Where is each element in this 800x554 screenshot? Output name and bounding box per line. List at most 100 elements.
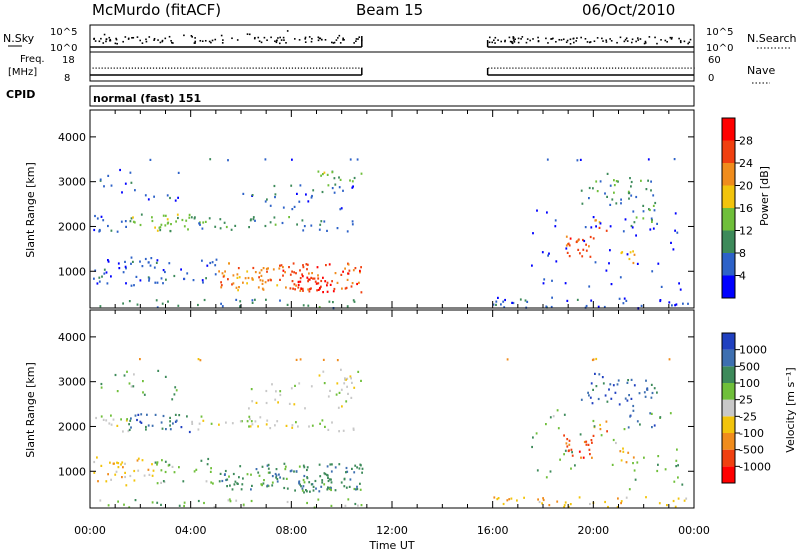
nsky-point: [555, 40, 557, 43]
heatmap-cell: [349, 478, 352, 481]
heatmap-cell: [526, 300, 529, 303]
nave-point: [334, 67, 336, 69]
heatmap-cell: [116, 230, 119, 233]
velocity-colorbar-label: Velocity [m s⁻¹]: [784, 367, 797, 452]
heatmap-cell: [242, 281, 244, 284]
nsky-point: [231, 37, 233, 40]
nave-point: [340, 67, 342, 69]
heatmap-cell: [188, 216, 191, 219]
nave-point: [506, 67, 508, 69]
heatmap-cell: [590, 382, 593, 385]
heatmap-cell: [328, 300, 331, 303]
heatmap-cell: [574, 464, 576, 467]
heatmap-cell: [347, 263, 350, 266]
heatmap-cell: [353, 176, 356, 180]
heatmap-cell: [331, 280, 333, 283]
heatmap-cell: [150, 257, 153, 260]
heatmap-cell: [317, 277, 320, 280]
freq-trace: [90, 67, 695, 76]
heatmap-cell: [523, 496, 525, 499]
nsky-point: [353, 42, 355, 44]
heatmap-cell: [240, 488, 243, 491]
nsky-point: [488, 41, 491, 44]
heatmap-cell: [353, 386, 356, 389]
heatmap-cell: [130, 256, 133, 259]
velocity-heatmap-cells: [93, 357, 688, 509]
heatmap-cell: [175, 389, 178, 392]
heatmap-cell: [605, 229, 608, 232]
heatmap-cell: [683, 499, 686, 502]
nsky-point: [266, 39, 268, 42]
heatmap-cell: [99, 179, 102, 182]
heatmap-cell: [497, 296, 499, 299]
heatmap-cell: [345, 378, 347, 381]
heatmap-cell: [312, 489, 315, 492]
heatmap-cell: [679, 288, 682, 291]
heatmap-cell: [346, 470, 349, 473]
heatmap-cell: [568, 255, 571, 258]
heatmap-cell: [93, 228, 96, 232]
heatmap-cell: [293, 283, 296, 286]
nave-point: [678, 67, 680, 69]
heatmap-cell: [306, 276, 309, 279]
nsky-point: [656, 42, 658, 45]
heatmap-cell: [598, 226, 601, 229]
heatmap-cell: [493, 496, 496, 499]
heatmap-cell: [563, 453, 565, 456]
heatmap-cell: [212, 482, 214, 485]
nave-point: [312, 67, 315, 69]
heatmap-cell: [342, 270, 344, 273]
heatmap-cell: [266, 419, 269, 422]
heatmap-cell: [139, 420, 142, 423]
nsky-label: N.Sky: [3, 32, 35, 45]
heatmap-cell: [314, 479, 317, 483]
nsky-point: [513, 39, 515, 42]
nsky-point: [141, 42, 144, 44]
heatmap-cell: [257, 286, 260, 289]
nave-point: [213, 67, 215, 69]
heatmap-cell: [332, 290, 335, 293]
heatmap-cell: [244, 277, 247, 280]
heatmap-cell: [246, 282, 248, 285]
heatmap-cell: [349, 179, 351, 182]
heatmap-cell: [130, 262, 132, 265]
nave-point: [605, 67, 608, 69]
heatmap-cell: [160, 277, 163, 280]
heatmap-cell: [105, 480, 108, 483]
heatmap-cell: [318, 306, 321, 309]
heatmap-cell: [119, 168, 121, 172]
heatmap-cell: [190, 216, 193, 219]
nsky-point: [333, 41, 336, 44]
heatmap-cell: [666, 504, 668, 507]
heatmap-cell: [651, 426, 653, 429]
nsky-point: [190, 35, 193, 37]
nsky-point: [637, 39, 640, 41]
heatmap-cell: [114, 373, 117, 377]
heatmap-cell: [110, 229, 113, 232]
heatmap-cell: [151, 463, 153, 466]
heatmap-cell: [331, 421, 333, 424]
heatmap-cell: [279, 393, 282, 397]
heatmap-cell: [302, 289, 304, 292]
heatmap-cell: [129, 171, 132, 174]
heatmap-cell: [267, 467, 270, 470]
heatmap-cell: [199, 359, 202, 362]
nsky-point: [285, 42, 287, 44]
heatmap-cell: [567, 505, 570, 509]
heatmap-cell: [555, 260, 558, 263]
heatmap-cell: [336, 227, 339, 230]
nsky-point: [257, 36, 260, 39]
heatmap-cell: [159, 226, 162, 229]
heatmap-cell: [570, 467, 572, 470]
heatmap-cell: [103, 268, 106, 271]
heatmap-cell: [254, 420, 257, 423]
heatmap-cell: [583, 239, 586, 243]
nsky-point: [626, 40, 629, 42]
heatmap-cell: [261, 282, 264, 285]
nsky-point: [619, 36, 622, 39]
nsky-point: [636, 37, 639, 39]
heatmap-cell: [251, 278, 254, 281]
heatmap-cell: [226, 478, 229, 481]
nsky-point: [308, 36, 311, 38]
heatmap-cell: [156, 229, 159, 232]
